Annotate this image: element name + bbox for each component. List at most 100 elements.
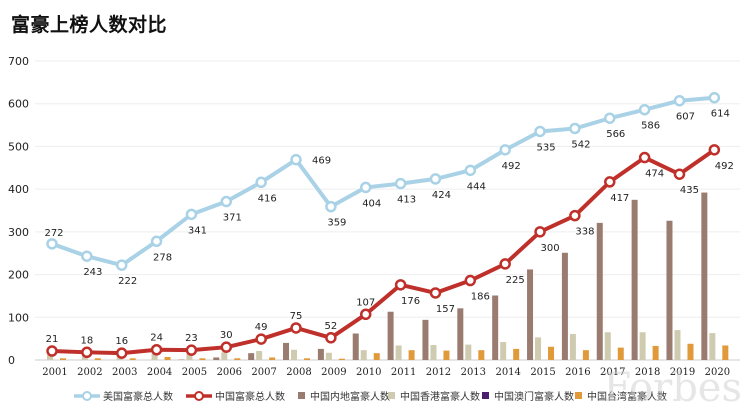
y-tick-label: 400 [8, 183, 29, 196]
data-point [150, 343, 163, 356]
legend-marker-icon [82, 391, 92, 401]
y-tick-label: 700 [8, 55, 29, 68]
data-label: 474 [645, 169, 664, 180]
chart-title: 富豪上榜人数对比 [11, 14, 168, 36]
y-tick-label: 600 [8, 98, 29, 111]
bar-0 [283, 342, 290, 360]
y-tick-label: 300 [8, 226, 29, 239]
x-tick-label: 2012 [426, 367, 451, 378]
data-point [534, 226, 546, 238]
data-point [429, 173, 442, 185]
bar-1 [256, 351, 263, 360]
x-tick-label: 2020 [705, 367, 730, 378]
data-label: 413 [397, 195, 416, 206]
bar-0 [457, 308, 464, 360]
bar-3 [373, 353, 380, 360]
data-point [255, 176, 267, 189]
data-label: 417 [610, 193, 629, 204]
data-point [638, 103, 651, 116]
legend-marker-icon [194, 391, 204, 401]
data-point [394, 177, 407, 190]
x-tick-label: 2010 [356, 367, 381, 378]
legend-label: 中国内地富豪人数 [310, 390, 390, 403]
data-label: 492 [502, 161, 521, 172]
data-point [325, 332, 337, 344]
x-tick-label: 2006 [217, 367, 242, 378]
data-label: 338 [575, 227, 594, 238]
bar-1 [535, 337, 542, 360]
x-tick-label: 2011 [391, 367, 416, 378]
data-label: 566 [606, 129, 625, 140]
data-label: 535 [536, 142, 555, 153]
data-point [534, 125, 546, 138]
x-tick-label: 2001 [42, 367, 67, 378]
bar-0 [422, 319, 429, 360]
data-label: 614 [711, 109, 730, 120]
bar-0 [248, 353, 255, 360]
bar-1 [221, 352, 228, 360]
bar-1 [709, 333, 716, 360]
data-point [290, 153, 302, 166]
data-label: 542 [571, 139, 590, 150]
data-point [604, 176, 616, 188]
data-point [115, 259, 128, 271]
data-point [46, 238, 58, 250]
bar-3 [164, 357, 171, 360]
data-point [290, 322, 302, 334]
data-point [359, 181, 372, 194]
legend-swatch-icon [482, 392, 489, 399]
data-point [708, 144, 721, 156]
data-point [569, 209, 581, 222]
bar-0 [317, 348, 324, 360]
bar-0 [492, 295, 499, 360]
bar-0 [666, 220, 673, 360]
data-label: 359 [327, 218, 346, 229]
data-point [464, 164, 477, 177]
x-tick-label: 2002 [77, 367, 102, 378]
data-point [325, 200, 337, 213]
bar-0 [596, 222, 603, 360]
data-label: 23 [185, 333, 198, 344]
x-tick-label: 2016 [565, 367, 590, 378]
bar-1 [674, 330, 681, 360]
data-label: 157 [436, 304, 455, 315]
data-point [708, 91, 721, 104]
legend-label: 中国澳门富豪人数 [494, 390, 574, 403]
data-label: 424 [432, 190, 451, 201]
x-tick-label: 2013 [461, 367, 486, 378]
bar-1 [151, 354, 158, 360]
data-label: 278 [153, 252, 172, 263]
data-label: 586 [641, 121, 660, 132]
legend-label: 中国富豪总人数 [215, 390, 285, 403]
y-tick-label: 100 [8, 311, 29, 324]
data-point [464, 274, 477, 287]
forbes-watermark: Forbes [603, 365, 742, 411]
data-point [638, 151, 651, 164]
x-tick-label: 2019 [670, 367, 695, 378]
bar-3 [199, 358, 206, 360]
data-label: 469 [312, 156, 331, 167]
data-label: 225 [506, 275, 525, 286]
data-point [569, 122, 581, 135]
data-point [394, 279, 407, 291]
x-tick-label: 2017 [600, 367, 625, 378]
data-point [359, 308, 372, 321]
data-label: 404 [362, 198, 381, 209]
data-label: 16 [115, 336, 128, 347]
y-tick-label: 200 [8, 269, 29, 282]
x-tick-label: 2009 [321, 367, 346, 378]
data-point [115, 347, 128, 359]
data-point [220, 341, 233, 353]
x-tick-label: 2007 [251, 367, 276, 378]
bar-3 [652, 345, 659, 360]
bar-3 [478, 350, 485, 360]
bar-1 [569, 333, 576, 360]
legend-label: 美国富豪总人数 [103, 390, 173, 403]
series-line-1 [51, 148, 716, 356]
bar-3 [722, 345, 729, 360]
bar-3 [94, 358, 101, 360]
data-label: 21 [46, 334, 59, 345]
data-label: 107 [356, 297, 375, 308]
bar-1 [186, 353, 193, 360]
